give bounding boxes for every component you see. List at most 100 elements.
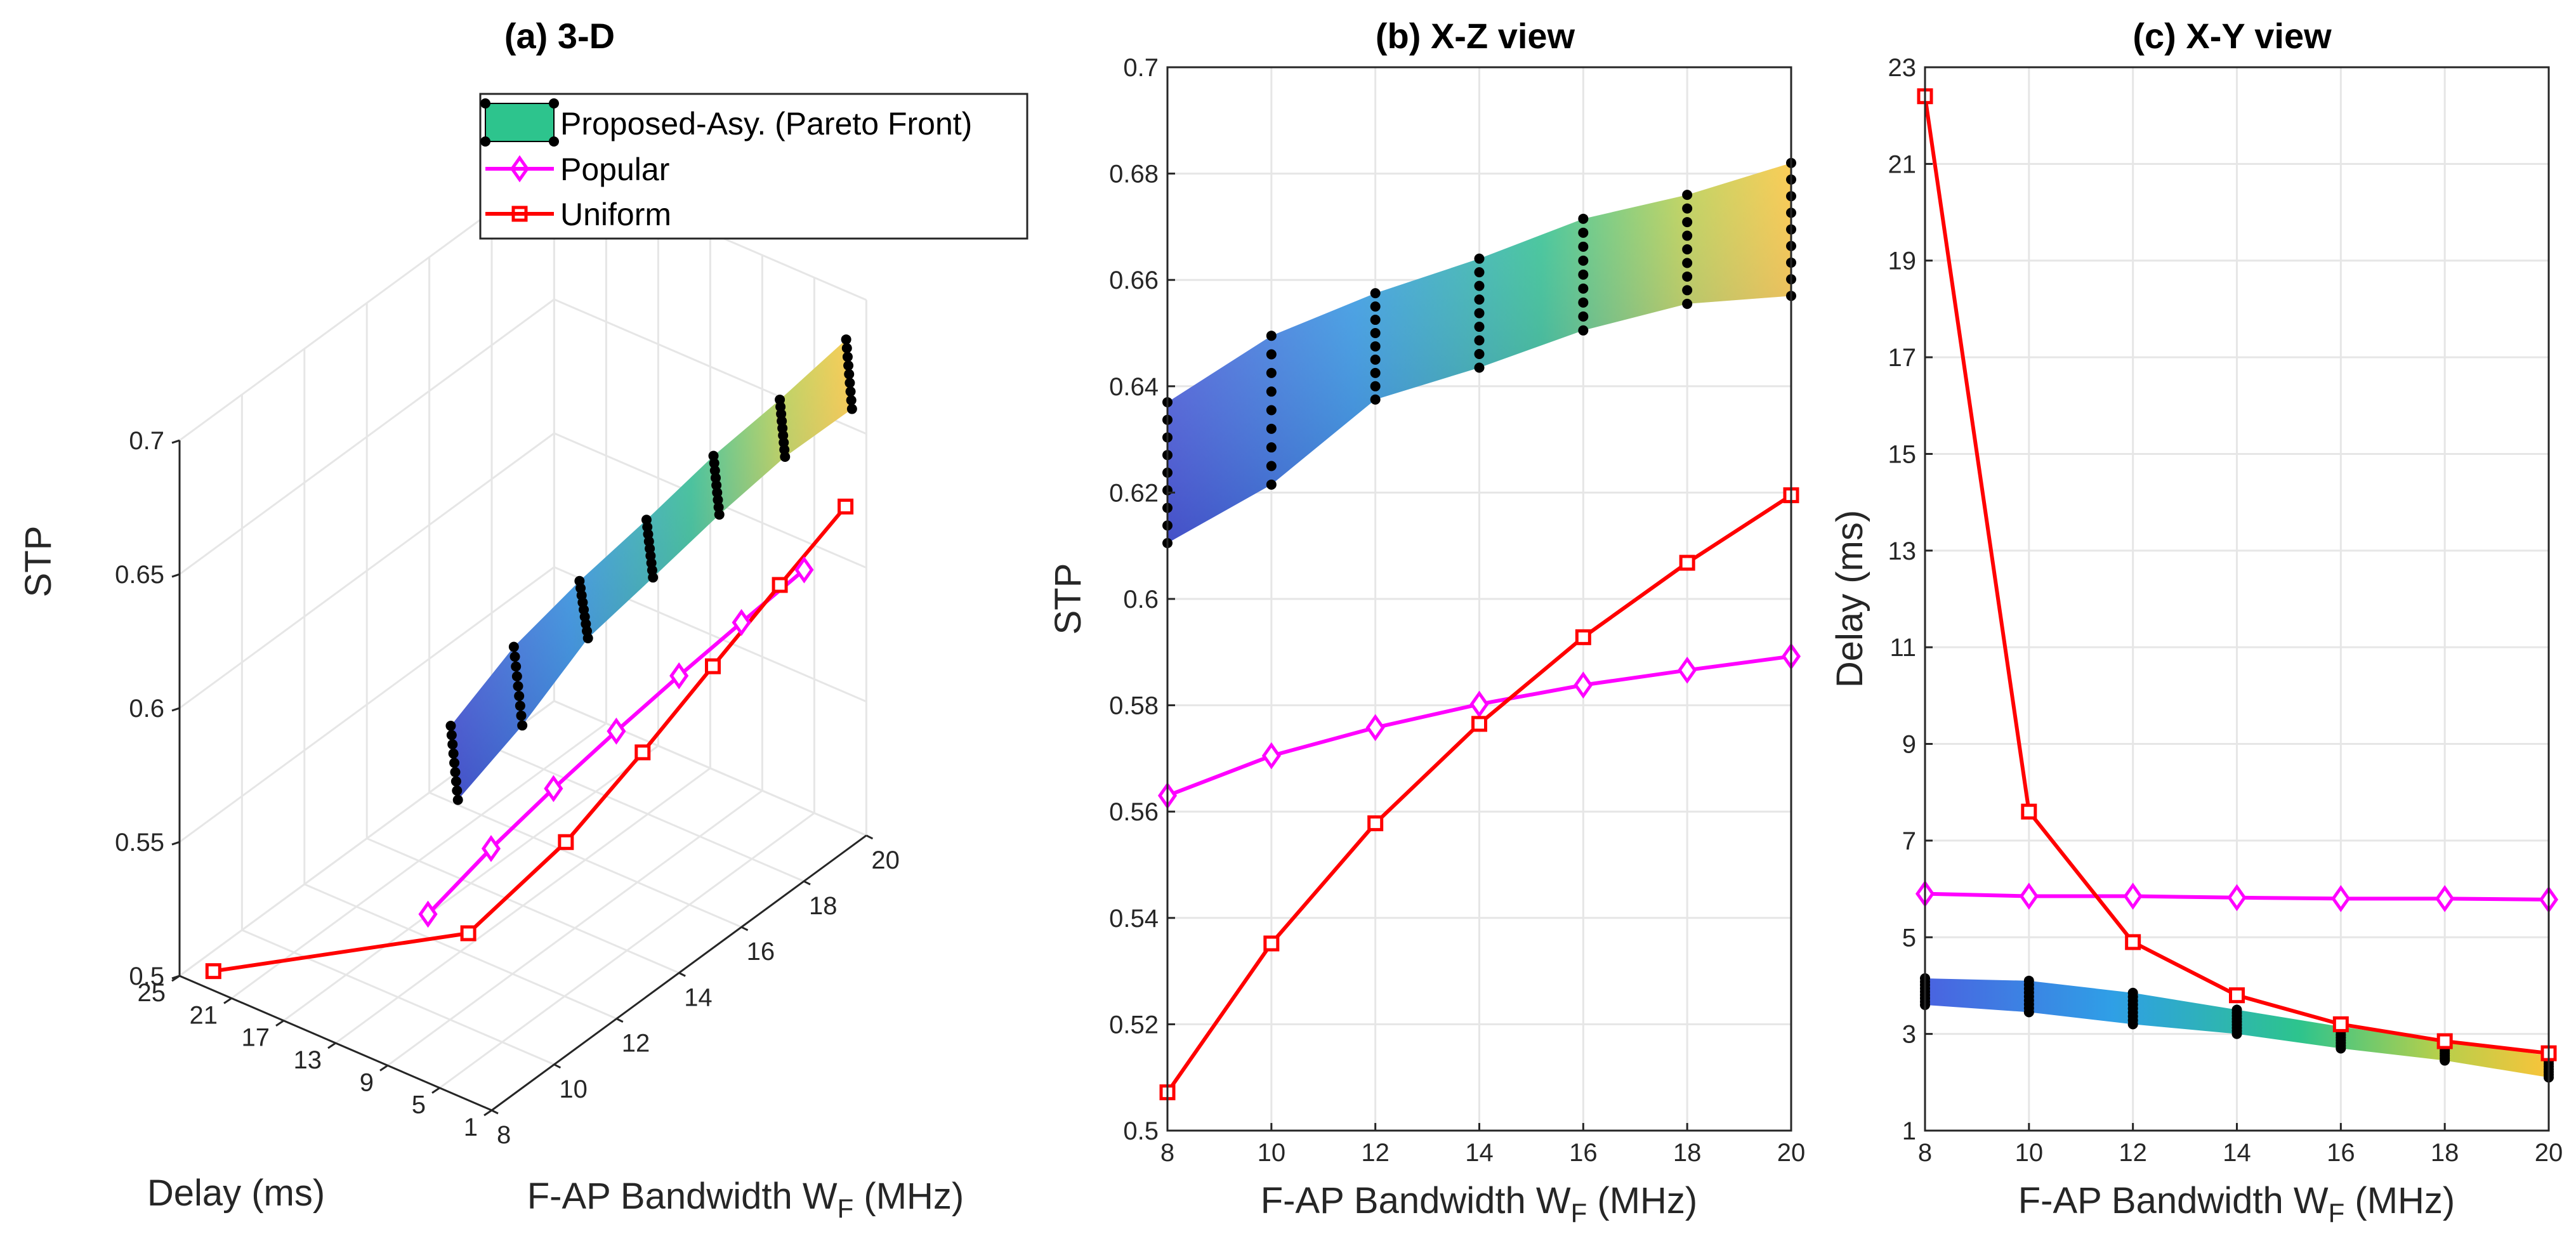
panel-c-xlabel-unit: (MHz) (2344, 1180, 2455, 1221)
ytick-label: 0.5 (1123, 1117, 1159, 1145)
pareto-point (446, 730, 457, 740)
ytick-mark (431, 1087, 440, 1094)
pareto-point (1370, 315, 1381, 325)
pareto-point (1370, 328, 1381, 338)
legend-entry-popular: Popular (485, 152, 669, 187)
popular-marker-3d (607, 718, 626, 745)
popular-marker-3d (732, 608, 751, 636)
xtick-mark (553, 1063, 562, 1069)
pareto-point (1682, 258, 1693, 268)
pareto-point (1474, 267, 1485, 278)
uniform-marker (1679, 555, 1695, 571)
panel-a-xlabel-unit: (MHz) (853, 1176, 964, 1217)
popular-marker (2227, 884, 2247, 912)
ytick-label: 5 (412, 1091, 426, 1119)
ztick-label: 0.5 (129, 962, 164, 990)
pareto-point (1578, 297, 1589, 308)
ztick-label: 0.55 (115, 829, 164, 857)
legend-pareto-swatch (485, 103, 555, 142)
pareto-point (1266, 331, 1277, 341)
pareto-point (841, 334, 851, 345)
panel-c-pareto-band (1920, 973, 2554, 1083)
panel-a-pareto-surface (445, 334, 857, 805)
uniform-marker (2229, 987, 2245, 1004)
panel-c-title: (c) X-Y view (2132, 16, 2332, 56)
back-gridline-z (179, 566, 555, 843)
legend-pareto-corner (549, 98, 559, 108)
xtick-label: 14 (1465, 1139, 1494, 1167)
pareto-point (508, 641, 519, 652)
pareto-point (1266, 442, 1277, 453)
xtick-mark (491, 1109, 499, 1115)
pareto-point (509, 652, 520, 662)
uniform-marker (2332, 1016, 2349, 1032)
xtick-label: 10 (1258, 1139, 1286, 1167)
popular-marker-3d (418, 900, 438, 928)
ytick-label: 15 (1888, 440, 1917, 468)
legend-pareto-corner (480, 98, 490, 108)
pareto-point (713, 502, 724, 513)
popular-marker (1678, 656, 1697, 684)
panel-c-xlabel-sub: F (2329, 1198, 2345, 1228)
panel-b-series (1157, 487, 1801, 1101)
panel-a-zlabel: STP (18, 526, 59, 598)
pareto-point (574, 575, 585, 586)
panel-a-xlabel-main: F-AP Bandwidth W (527, 1176, 838, 1217)
pareto-point (1474, 253, 1485, 264)
pareto-point (714, 509, 725, 520)
pareto-point (713, 494, 723, 505)
popular-marker (1365, 714, 1385, 742)
pareto-point (1266, 386, 1277, 397)
pareto-point (1474, 322, 1485, 332)
pareto-point (513, 681, 523, 692)
ytick-label: 17 (1888, 344, 1917, 372)
back-gridline-z (179, 432, 555, 709)
uniform-marker (1471, 716, 1487, 732)
uniform-marker-3d (460, 925, 476, 942)
ytick-label: 3 (1902, 1021, 1916, 1049)
popular-marker (2123, 883, 2143, 910)
xtick-label: 18 (809, 892, 838, 920)
pareto-point (1474, 335, 1485, 346)
pareto-point (1682, 271, 1693, 282)
xtick-label: 8 (497, 1121, 511, 1149)
ytick-label: 9 (360, 1068, 374, 1096)
panel-a-ylabel: Delay (ms) (147, 1172, 325, 1214)
side-gridline-z (553, 700, 867, 837)
pareto-point (1474, 308, 1485, 318)
uniform-marker-3d (838, 498, 854, 515)
ztick-label: 0.6 (129, 695, 164, 723)
popular-marker-3d (544, 775, 563, 803)
xtick-label: 20 (1777, 1139, 1806, 1167)
floor-gridline-y (335, 767, 711, 1044)
pareto-point (641, 515, 652, 525)
ytick-label: 9 (1902, 731, 1916, 759)
ytick-label: 0.52 (1109, 1011, 1159, 1039)
pareto-point (1578, 269, 1589, 280)
uniform-marker (2021, 803, 2037, 820)
ytick-label: 11 (1889, 634, 1916, 662)
pareto-point (842, 351, 853, 362)
pareto-point (515, 700, 525, 711)
popular-marker-3d (669, 662, 689, 690)
pareto-point (710, 473, 721, 483)
pareto-point (1578, 283, 1589, 294)
ytick-label: 0.58 (1109, 692, 1159, 720)
uniform-marker (1575, 629, 1591, 645)
uniform-marker-3d (634, 744, 651, 761)
panel-a-tick-labels: 8 10 12 14 16 18 20 1 5 9 13 17 21 250.5 0.55 0.6 0.65 0.… (115, 427, 900, 1149)
xtick-label: 10 (2015, 1139, 2044, 1167)
pareto-point (511, 661, 522, 672)
pareto-point (1474, 362, 1485, 373)
legend-popular-label: Popular (560, 152, 669, 187)
pareto-point (516, 710, 527, 721)
panel-b-xlabel: F-AP Bandwidth WF (MHz) (1261, 1180, 1698, 1228)
floor-gridline-y (231, 722, 607, 999)
panel-b-xlabel-unit: (MHz) (1587, 1180, 1697, 1221)
pareto-point (1474, 294, 1485, 305)
legend-pareto-corner (549, 136, 559, 147)
pareto-point (841, 343, 852, 353)
ytick-label: 0.68 (1109, 161, 1159, 188)
ytick-label: 21 (1888, 150, 1917, 178)
xtick-label: 14 (2223, 1139, 2251, 1167)
